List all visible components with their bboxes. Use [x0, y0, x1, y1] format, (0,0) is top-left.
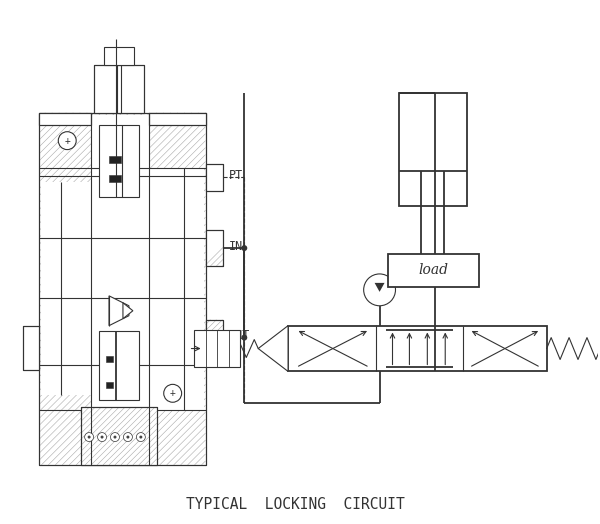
Circle shape [110, 433, 119, 442]
Bar [99, 125, 139, 198]
Bar [81, 407, 157, 465]
Circle shape [58, 132, 76, 149]
Polygon shape [374, 283, 385, 292]
Bar [99, 331, 139, 400]
Text: +: + [170, 388, 176, 398]
Circle shape [98, 433, 107, 442]
Circle shape [139, 435, 142, 439]
Bar [149, 113, 206, 125]
Circle shape [88, 435, 91, 439]
Circle shape [127, 435, 130, 439]
Bar [194, 330, 241, 367]
Bar [288, 325, 547, 372]
Bar [388, 254, 479, 287]
Bar [206, 320, 223, 355]
Text: TYPICAL  LOCKING  CIRCUIT: TYPICAL LOCKING CIRCUIT [185, 497, 404, 512]
Bar [206, 163, 223, 191]
Bar [206, 230, 223, 266]
Circle shape [101, 435, 104, 439]
Bar [206, 320, 223, 355]
Bar [106, 383, 113, 388]
Bar [40, 113, 91, 125]
Circle shape [164, 384, 182, 402]
Text: load: load [418, 264, 448, 277]
Bar [206, 163, 223, 191]
Circle shape [241, 335, 247, 341]
Text: PT: PT [229, 169, 242, 182]
Bar [94, 65, 144, 113]
Text: +: + [64, 136, 70, 146]
Bar [94, 65, 144, 113]
Circle shape [241, 245, 247, 251]
Bar [23, 325, 40, 370]
Circle shape [364, 274, 395, 306]
Bar [23, 325, 40, 370]
Bar [149, 168, 203, 410]
Circle shape [85, 433, 94, 442]
Bar [40, 113, 91, 125]
Bar [81, 407, 157, 465]
Bar [109, 176, 121, 182]
Polygon shape [258, 325, 288, 372]
Circle shape [124, 433, 133, 442]
Bar [106, 356, 113, 363]
Bar [206, 230, 223, 266]
Bar [40, 113, 206, 465]
Bar [40, 113, 206, 465]
Bar [104, 47, 134, 65]
Bar [109, 156, 121, 162]
Circle shape [136, 433, 145, 442]
Bar [400, 93, 467, 206]
Circle shape [113, 435, 116, 439]
Polygon shape [123, 303, 133, 319]
Polygon shape [109, 296, 129, 325]
Text: IN: IN [229, 239, 242, 253]
Bar [91, 115, 149, 463]
Text: OUT: OUT [229, 329, 250, 342]
Bar [41, 182, 91, 395]
Bar [149, 113, 206, 125]
